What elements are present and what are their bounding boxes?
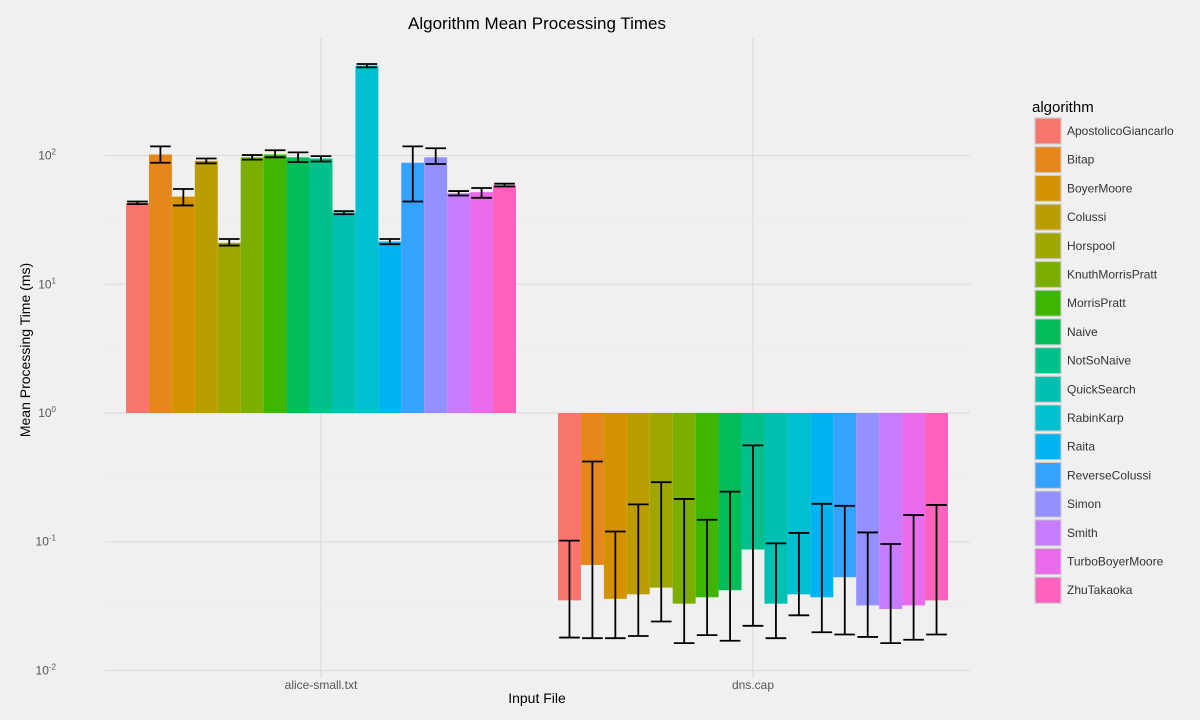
bar	[787, 413, 811, 595]
bar	[171, 196, 195, 413]
y-tick-exponent: 2	[52, 148, 57, 157]
y-tick-base: 10	[38, 406, 52, 420]
bar	[194, 160, 218, 413]
y-tick-base: 10	[38, 277, 52, 291]
legend-label: KnuthMorrisPratt	[1067, 268, 1158, 282]
bar	[424, 157, 448, 413]
y-tick-base: 10	[38, 149, 52, 163]
y-tick-exponent: 0	[52, 405, 57, 414]
legend-key	[1034, 146, 1062, 174]
bar	[447, 193, 471, 413]
y-tick-label: 10-2	[36, 662, 57, 677]
legend-key	[1034, 433, 1062, 461]
legend-label: QuickSearch	[1067, 382, 1136, 396]
legend-label: MorrisPratt	[1067, 296, 1126, 310]
legend-key	[1034, 375, 1062, 403]
error-bars-layer	[127, 63, 947, 644]
x-axis-label: Input File	[508, 690, 566, 706]
legend-key	[1034, 117, 1062, 145]
bar	[695, 413, 719, 598]
bar	[470, 192, 494, 413]
legend-key	[1034, 490, 1062, 518]
y-tick-exponent: -1	[49, 534, 57, 543]
y-tick-label: 100	[38, 405, 56, 420]
bar	[263, 154, 287, 413]
bar	[217, 242, 241, 413]
bar	[879, 413, 903, 609]
y-tick-base: 10	[36, 663, 50, 677]
legend-key	[1034, 461, 1062, 489]
legend-key	[1034, 519, 1062, 547]
legend-label: Smith	[1067, 526, 1098, 540]
x-tick-label: alice-small.txt	[285, 678, 358, 692]
bar	[286, 157, 310, 413]
bar	[148, 154, 172, 413]
legend: algorithm ApostolicoGiancarlo Bitap BoyerM…	[1032, 99, 1174, 604]
y-tick-label: 101	[38, 276, 56, 291]
x-tick-label: dns.cap	[732, 678, 774, 692]
bar	[355, 65, 379, 413]
y-tick-label: 10-1	[36, 534, 57, 549]
y-tick-exponent: 1	[52, 276, 57, 285]
bar	[240, 157, 264, 413]
legend-label: Naive	[1067, 325, 1098, 339]
legend-label: ReverseColussi	[1067, 468, 1151, 482]
legend-key	[1034, 404, 1062, 432]
y-axis-label: Mean Processing Time (ms)	[17, 263, 33, 437]
legend-key	[1034, 576, 1062, 604]
legend-key	[1034, 289, 1062, 317]
legend-label: ZhuTakaoka	[1067, 583, 1133, 597]
y-tick-exponent: -2	[49, 662, 57, 671]
legend-label: TurboBoyerMoore	[1067, 555, 1164, 569]
y-tick-label: 102	[38, 148, 56, 163]
legend-key	[1034, 347, 1062, 375]
legend-label: RabinKarp	[1067, 411, 1124, 425]
legend-label: ApostolicoGiancarlo	[1067, 124, 1174, 138]
legend-key	[1034, 318, 1062, 346]
legend-label: Simon	[1067, 497, 1101, 511]
chart-title: Algorithm Mean Processing Times	[408, 14, 666, 33]
bar	[378, 241, 402, 413]
legend-label: Horspool	[1067, 239, 1115, 253]
legend-key	[1034, 174, 1062, 202]
bar	[493, 185, 516, 413]
legend-key	[1034, 203, 1062, 231]
legend-label: Bitap	[1067, 153, 1095, 167]
legend-label: Colussi	[1067, 210, 1106, 224]
legend-key	[1034, 547, 1062, 576]
legend-items: ApostolicoGiancarlo Bitap BoyerMoore Coluss…	[1034, 117, 1174, 604]
bar	[401, 162, 425, 413]
bar	[764, 413, 788, 604]
bar	[332, 212, 356, 413]
bar	[833, 413, 857, 578]
bar	[603, 413, 627, 599]
legend-key	[1034, 260, 1062, 289]
legend-title: algorithm	[1032, 99, 1094, 116]
legend-label: BoyerMoore	[1067, 181, 1133, 195]
legend-label: Raita	[1067, 440, 1095, 454]
bar	[856, 413, 880, 606]
bar	[558, 413, 581, 601]
x-axis-ticks: alice-small.txt dns.cap	[285, 678, 775, 692]
bar	[309, 158, 333, 413]
bars-layer	[126, 65, 948, 609]
bar	[902, 413, 926, 606]
bar	[126, 202, 149, 413]
legend-key	[1034, 232, 1062, 260]
legend-label: NotSoNaive	[1067, 354, 1131, 368]
y-tick-base: 10	[36, 535, 50, 549]
